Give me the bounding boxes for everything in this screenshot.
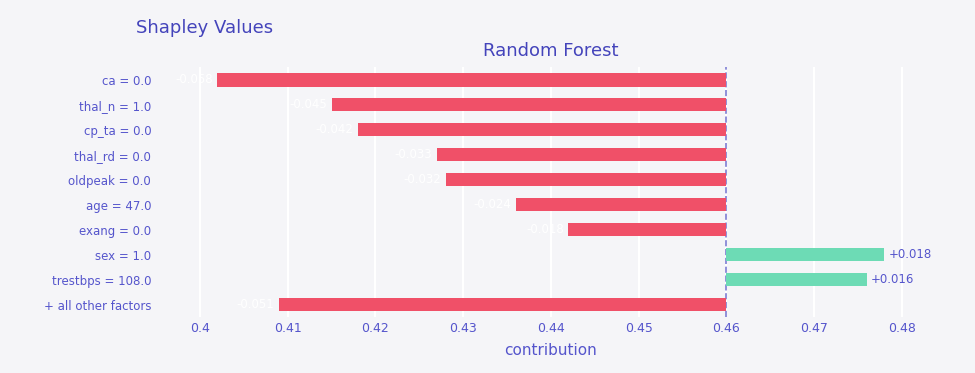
Title: Random Forest: Random Forest	[484, 42, 618, 60]
Bar	[726, 273, 867, 286]
Text: -0.018: -0.018	[526, 223, 564, 236]
Bar	[279, 298, 726, 311]
Bar	[568, 223, 726, 236]
Text: +0.018: +0.018	[889, 248, 932, 261]
Bar	[437, 148, 726, 162]
Bar	[358, 123, 726, 137]
Bar	[217, 73, 726, 87]
Bar	[726, 248, 884, 261]
Bar	[332, 98, 726, 112]
Text: Shapley Values: Shapley Values	[136, 19, 274, 37]
Text: -0.051: -0.051	[237, 298, 275, 311]
Text: -0.024: -0.024	[474, 198, 511, 211]
Text: -0.042: -0.042	[316, 123, 353, 136]
Text: -0.058: -0.058	[176, 73, 213, 86]
Text: +0.016: +0.016	[872, 273, 915, 286]
Text: -0.045: -0.045	[290, 98, 328, 111]
Text: -0.033: -0.033	[395, 148, 433, 161]
X-axis label: contribution: contribution	[504, 343, 598, 358]
Bar	[446, 173, 726, 186]
Bar	[516, 198, 726, 211]
Text: -0.032: -0.032	[404, 173, 442, 186]
